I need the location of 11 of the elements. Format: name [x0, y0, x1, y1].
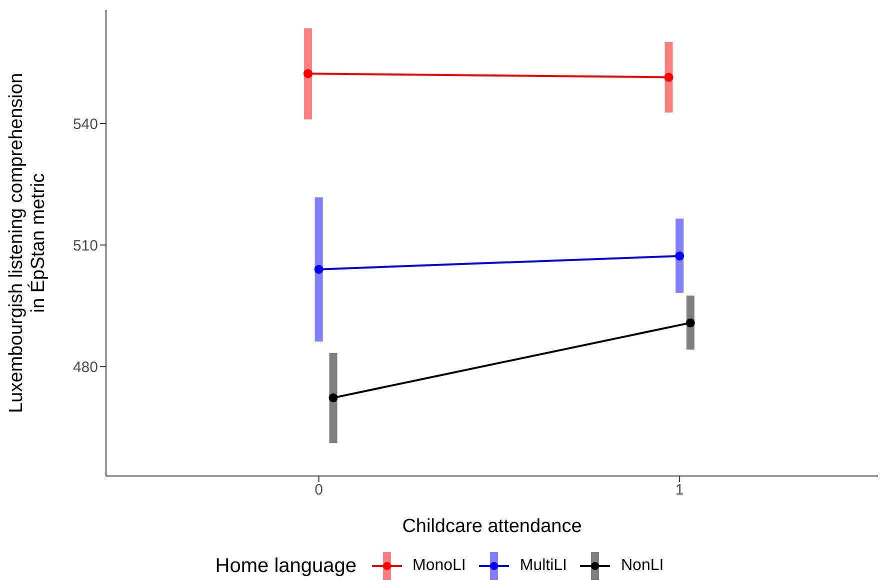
legend-title: Home language: [215, 554, 356, 578]
legend-label: MultiLI: [520, 557, 567, 575]
y-tick-label: 510: [72, 237, 98, 254]
legend-label: MonoLI: [412, 557, 466, 575]
y-tick-label: 540: [72, 116, 98, 133]
x-tick-label: 0: [314, 482, 324, 499]
x-tick-label: 1: [675, 482, 684, 499]
y-axis-title: Luxembourgish listening comprehension in ÉpStan metric: [6, 72, 49, 414]
y-tick-label: 480: [72, 358, 98, 376]
legend-label: NonLI: [621, 557, 664, 575]
x-axis-title: Childcare attendance: [402, 516, 582, 537]
